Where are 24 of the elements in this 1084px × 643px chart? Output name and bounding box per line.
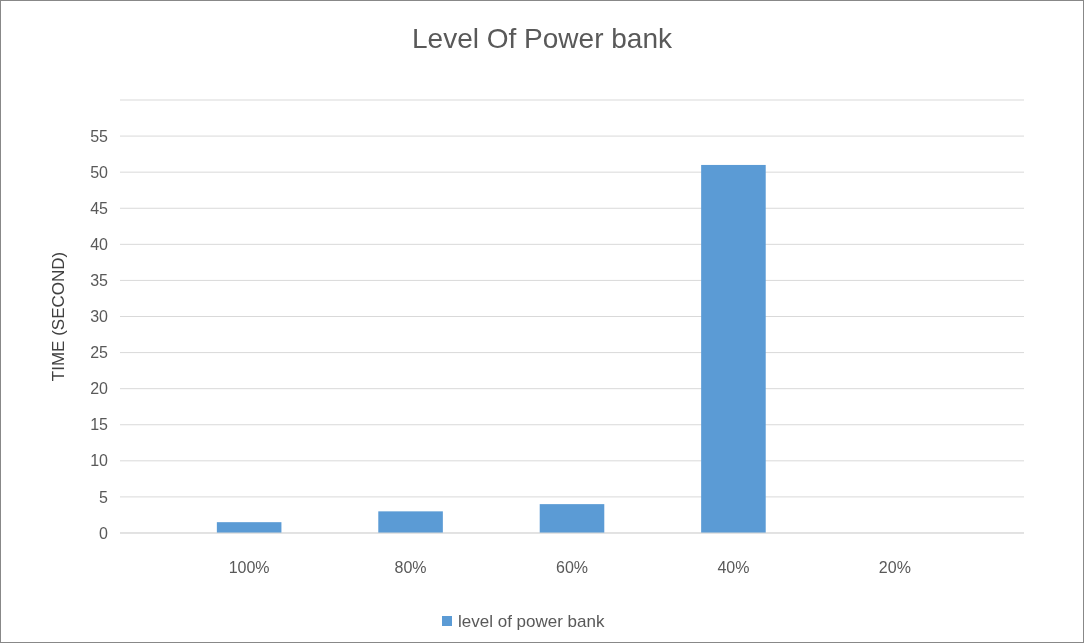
y-tick-label: 40 <box>90 235 109 253</box>
chart-title: Level Of Power bank <box>412 23 673 54</box>
y-tick-label: 5 <box>99 488 109 506</box>
legend-label: level of power bank <box>458 612 605 631</box>
y-tick-label: 0 <box>99 524 109 542</box>
y-tick-label: 55 <box>90 127 109 145</box>
bar <box>216 522 282 533</box>
x-tick-label: 60% <box>555 559 589 576</box>
bar <box>378 511 443 533</box>
y-tick-label: 25 <box>90 344 109 362</box>
y-tick-label: 45 <box>90 199 109 217</box>
x-tick-label: 40% <box>717 559 750 576</box>
y-tick-label: 30 <box>90 308 109 326</box>
bar <box>539 504 605 533</box>
y-tick-label: 10 <box>90 452 109 470</box>
bar <box>701 164 766 533</box>
y-axis-title: TIME (SECOND) <box>49 251 68 382</box>
x-tick-label: 100% <box>228 559 270 576</box>
y-tick-label: 20 <box>90 380 109 398</box>
y-tick-label: 50 <box>90 163 109 181</box>
y-tick-label: 35 <box>90 272 109 290</box>
x-tick-label: 20% <box>878 559 911 576</box>
y-tick-label: 15 <box>90 416 109 434</box>
x-tick-label: 80% <box>394 559 427 576</box>
